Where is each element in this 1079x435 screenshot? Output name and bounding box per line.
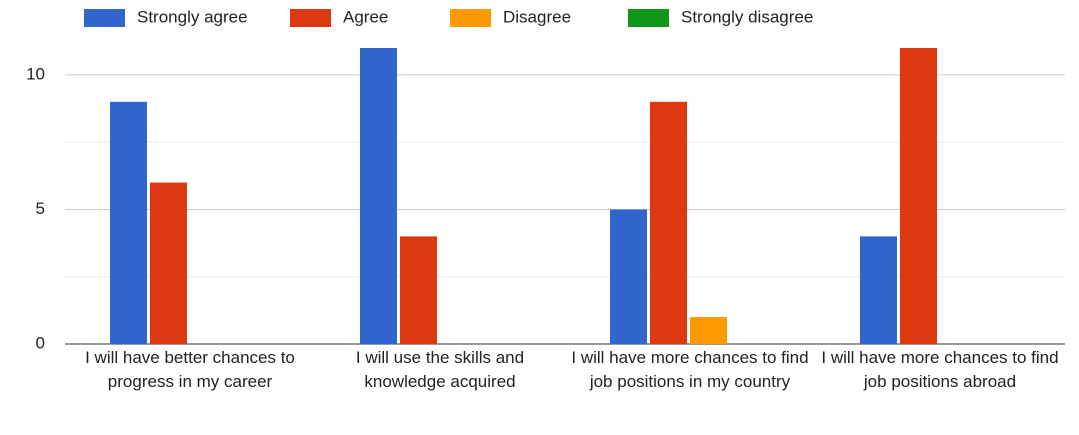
legend-label: Strongly disagree xyxy=(681,7,813,26)
bar xyxy=(110,101,147,345)
y-tick-label: 5 xyxy=(36,199,45,218)
x-tick-label: I will have better chances to progress i… xyxy=(85,348,295,391)
legend-swatch xyxy=(628,9,669,27)
legend-label: Agree xyxy=(343,7,388,26)
legend-label: Strongly agree xyxy=(137,7,248,26)
y-tick-label: 10 xyxy=(26,64,45,83)
x-tick-label: I will use the skills and knowledge acqu… xyxy=(355,348,525,391)
bar xyxy=(150,182,187,344)
legend-label: Disagree xyxy=(503,7,571,26)
x-tick-label: I will have more chances to find job pos… xyxy=(571,348,809,391)
legend-swatch xyxy=(84,9,125,27)
bar xyxy=(650,101,687,345)
bar xyxy=(860,236,897,344)
x-tick-label: I will have more chances to find job pos… xyxy=(821,348,1059,391)
legend-swatch xyxy=(290,9,331,27)
bar xyxy=(400,236,437,344)
bar xyxy=(690,317,727,344)
legend-swatch xyxy=(450,9,491,27)
bar xyxy=(360,48,397,344)
bar xyxy=(900,48,937,344)
y-tick-label: 0 xyxy=(36,333,45,352)
bar xyxy=(610,209,647,344)
